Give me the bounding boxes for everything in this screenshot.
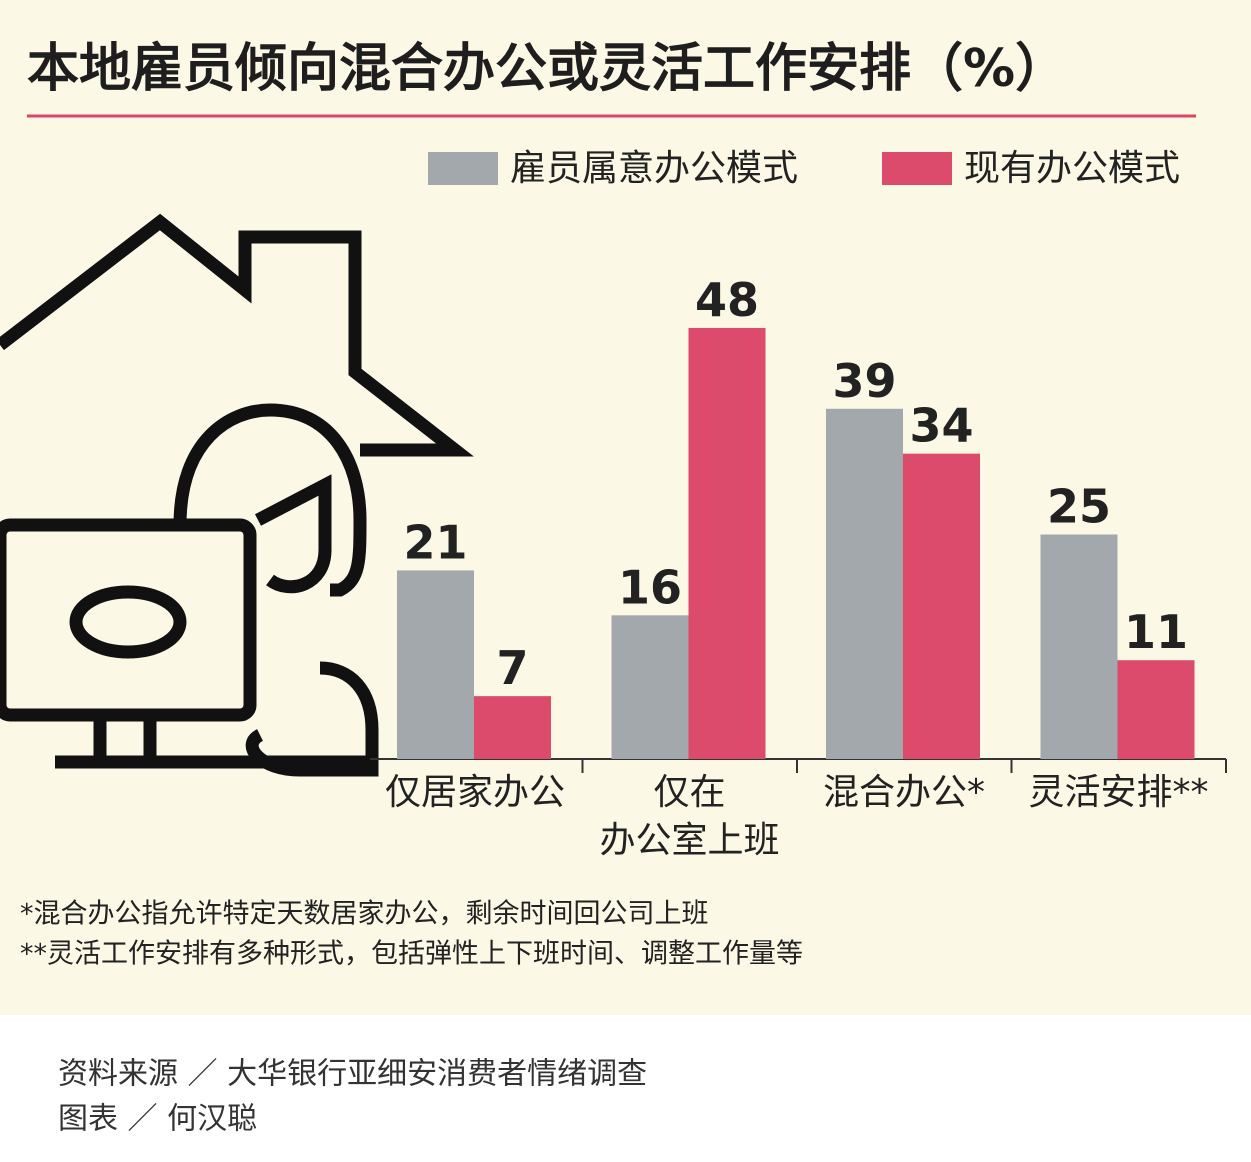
value-label: 34 (909, 399, 973, 453)
chart-title: 本地雇员倾向混合办公或灵活工作安排（%） (27, 39, 1067, 99)
bar (688, 327, 766, 759)
background (0, 0, 1251, 1015)
source: 资料来源 ／ 大华银行亚细安消费者情绪调查 (58, 1057, 647, 1092)
value-label: 11 (1124, 605, 1188, 659)
x-tick-label: 混合办公* (822, 772, 985, 813)
credit: 图表 ／ 何汉聪 (58, 1102, 257, 1137)
bar (397, 570, 474, 759)
value-label: 39 (832, 354, 896, 408)
x-tick-label: 仅在 办公室上班 (599, 772, 780, 861)
legend-swatch (428, 152, 498, 185)
legend-swatch (882, 152, 952, 185)
value-label: 7 (496, 641, 528, 695)
bar (903, 453, 980, 759)
value-label: 21 (403, 515, 467, 569)
bar (826, 408, 903, 759)
footnote: *混合办公指允许特定天数居家办公，剩余时间回公司上班 (20, 899, 709, 930)
illustration (0, 213, 474, 777)
bar (611, 615, 689, 759)
x-tick-label: 仅居家办公 (384, 772, 565, 813)
bar (1040, 534, 1118, 759)
value-label: 16 (618, 560, 682, 614)
footnote: **灵活工作安排有多种形式，包括弹性上下班时间、调整工作量等 (20, 939, 803, 970)
value-label: 48 (695, 273, 759, 327)
legend-label: 现有办公模式 (964, 148, 1180, 189)
legend-label: 雇员属意办公模式 (510, 148, 798, 189)
x-tick-label: 灵活安排** (1028, 772, 1209, 813)
bar (1117, 660, 1195, 759)
value-label: 25 (1047, 480, 1111, 534)
bar (474, 696, 551, 759)
